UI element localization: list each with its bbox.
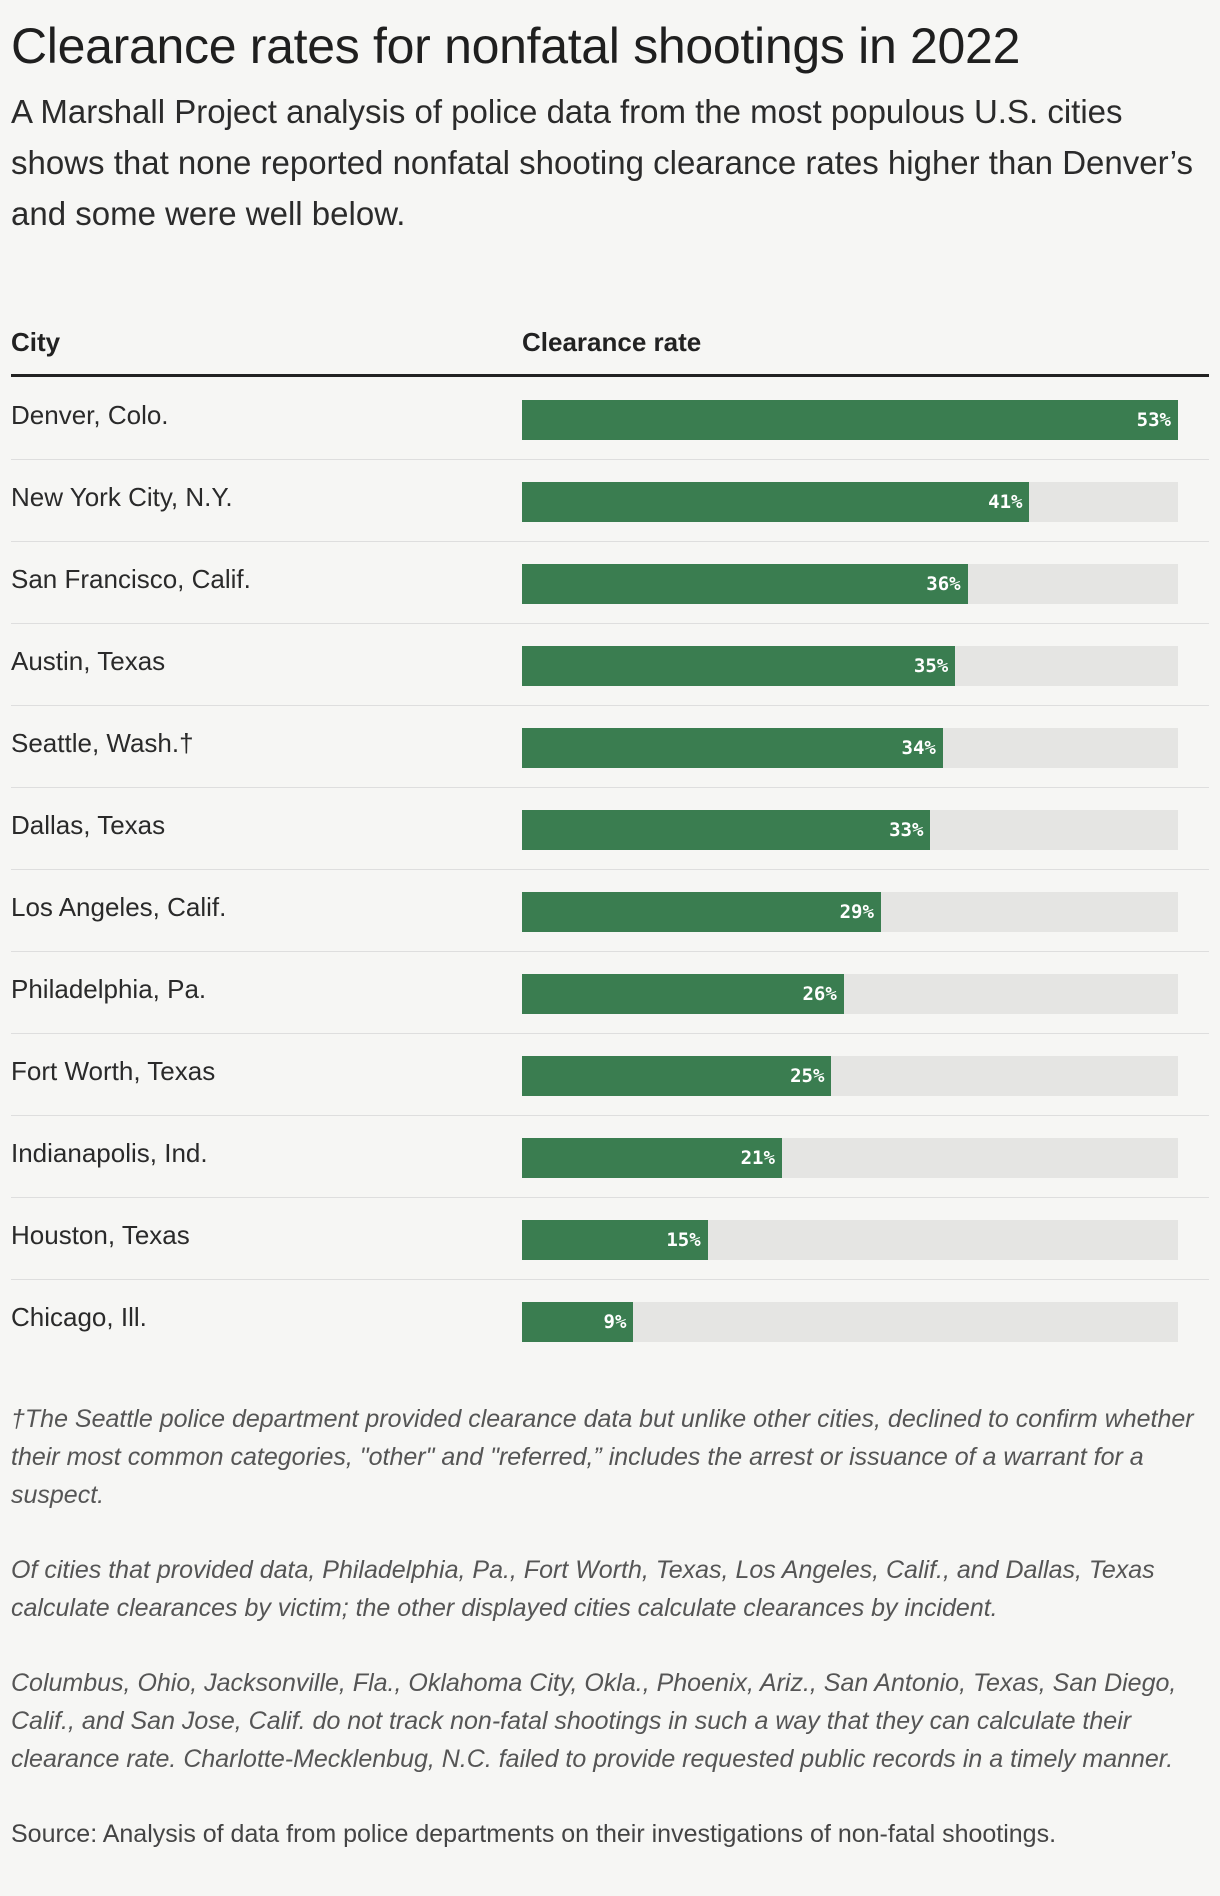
- chart-subtitle: A Marshall Project analysis of police da…: [11, 93, 1194, 232]
- city-label: Chicago, Ill.: [11, 1302, 147, 1332]
- bar-track: 36%: [522, 564, 1178, 604]
- bar-track: 35%: [522, 646, 1178, 686]
- bar-track: 33%: [522, 810, 1178, 850]
- city-label: Fort Worth, Texas: [11, 1056, 216, 1086]
- bar-track: 26%: [522, 974, 1178, 1014]
- city-label: Dallas, Texas: [11, 810, 166, 840]
- bar-value-label: 36%: [926, 573, 961, 595]
- city-label: Seattle, Wash.†: [11, 728, 194, 758]
- footnote-seattle: †The Seattle police department provided …: [11, 1405, 1194, 1509]
- table-row: Austin, Texas 35%: [11, 624, 1209, 706]
- bar-value-label: 29%: [839, 901, 874, 923]
- city-label: Indianapolis, Ind.: [11, 1138, 208, 1168]
- city-label: Denver, Colo.: [11, 400, 169, 430]
- bar-track: 53%: [522, 400, 1178, 440]
- column-header-city: City: [11, 327, 61, 357]
- footnotes: †The Seattle police department provided …: [11, 1400, 1209, 1853]
- bar: 41%: [522, 482, 1030, 522]
- table-row: San Francisco, Calif. 36%: [11, 542, 1209, 624]
- bar: 33%: [522, 810, 931, 850]
- table-header: City Clearance rate: [11, 322, 1209, 377]
- table-row: Dallas, Texas 33%: [11, 788, 1209, 870]
- bar: 35%: [522, 646, 956, 686]
- bar: 26%: [522, 974, 844, 1014]
- bar: 9%: [522, 1302, 634, 1342]
- bar-value-label: 33%: [889, 819, 924, 841]
- bar-value-label: 21%: [740, 1147, 775, 1169]
- bar-value-label: 34%: [901, 737, 936, 759]
- table-row: Indianapolis, Ind. 21%: [11, 1116, 1209, 1198]
- bar-track: 21%: [522, 1138, 1178, 1178]
- table-row: Los Angeles, Calif. 29%: [11, 870, 1209, 952]
- city-label: Philadelphia, Pa.: [11, 974, 207, 1004]
- bar-value-label: 53%: [1136, 409, 1171, 431]
- bar-value-label: 9%: [603, 1311, 627, 1333]
- city-label: New York City, N.Y.: [11, 482, 233, 512]
- city-label: Los Angeles, Calif.: [11, 892, 227, 922]
- source-note: Source: Analysis of data from police dep…: [11, 1820, 1057, 1848]
- bar-value-label: 35%: [913, 655, 949, 677]
- bar: 15%: [522, 1220, 708, 1260]
- footnote-missing-cities: Columbus, Ohio, Jacksonville, Fla., Okla…: [11, 1669, 1177, 1773]
- chart-container: Clearance rates for nonfatal shootings i…: [11, 0, 1209, 1848]
- bar-value-label: 15%: [666, 1229, 701, 1251]
- bar-value-label: 25%: [790, 1065, 825, 1087]
- city-label: Austin, Texas: [11, 646, 166, 676]
- table-row: Philadelphia, Pa. 26%: [11, 952, 1209, 1034]
- bar: 21%: [522, 1138, 782, 1178]
- table-row: Fort Worth, Texas 25%: [11, 1034, 1209, 1116]
- column-header-clearance-rate: Clearance rate: [522, 327, 702, 357]
- bar-track: 29%: [522, 892, 1178, 932]
- bar-rows: Denver, Colo. 53% New York City, N.Y. 41% Sa…: [11, 378, 1209, 1361]
- bar-track: 9%: [522, 1302, 1178, 1342]
- table-row: New York City, N.Y. 41%: [11, 460, 1209, 542]
- bar: 29%: [522, 892, 881, 932]
- city-label: San Francisco, Calif.: [11, 564, 251, 594]
- table-row: Seattle, Wash.† 34%: [11, 706, 1209, 788]
- footnote-method: Of cities that provided data, Philadelph…: [11, 1556, 1155, 1622]
- chart-title: Clearance rates for nonfatal shootings i…: [11, 18, 1021, 74]
- bar-value-label: 26%: [802, 983, 837, 1005]
- bar: 53%: [522, 400, 1178, 440]
- table-row: Houston, Texas 15%: [11, 1198, 1209, 1280]
- bar: 36%: [522, 564, 968, 604]
- bar-track: 41%: [522, 482, 1178, 522]
- city-label: Houston, Texas: [11, 1220, 190, 1250]
- bar-track: 34%: [522, 728, 1178, 768]
- table-row: Chicago, Ill. 9%: [11, 1280, 1209, 1361]
- bar: 25%: [522, 1056, 832, 1096]
- bar-track: 25%: [522, 1056, 1178, 1096]
- table-row: Denver, Colo. 53%: [11, 378, 1209, 460]
- bar-track: 15%: [522, 1220, 1178, 1260]
- bar-value-label: 41%: [988, 491, 1023, 513]
- bar: 34%: [522, 728, 943, 768]
